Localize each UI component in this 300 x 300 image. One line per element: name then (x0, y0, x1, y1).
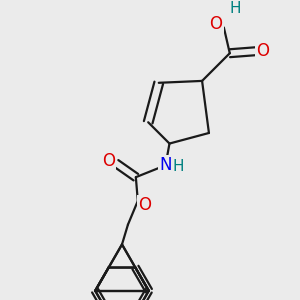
Text: H: H (172, 159, 184, 174)
Text: O: O (256, 42, 269, 60)
Text: N: N (159, 156, 172, 174)
Text: H: H (230, 1, 242, 16)
Text: O: O (138, 196, 151, 214)
Text: O: O (209, 14, 222, 32)
Text: O: O (102, 152, 115, 170)
